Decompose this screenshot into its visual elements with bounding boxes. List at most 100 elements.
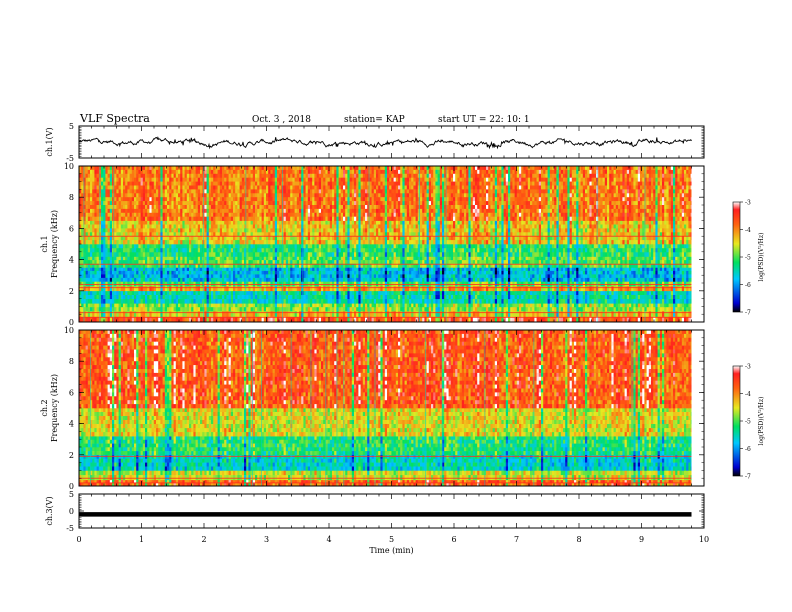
spectrogram-cell: [365, 248, 368, 253]
spectrogram-cell: [158, 299, 161, 304]
spectrogram-cell: [680, 257, 683, 261]
spectrogram-cell: [543, 278, 546, 282]
spectrogram-cell: [666, 303, 669, 307]
spectrogram-cell: [264, 248, 267, 253]
spectrogram-cell: [119, 260, 122, 264]
spectrogram-cell: [651, 257, 654, 261]
spectrogram-cell: [290, 248, 293, 253]
spectrogram-cell: [431, 303, 434, 307]
spectrogram-cell: [462, 307, 465, 311]
spectrogram-cell: [372, 267, 375, 271]
spectrogram-cell: [416, 274, 419, 278]
spectrogram-cell: [169, 286, 172, 291]
spectrogram-cell: [682, 299, 685, 304]
spectrogram-cell: [310, 307, 313, 311]
spectrogram-cell: [138, 257, 141, 261]
spectrogram-cell: [394, 274, 397, 278]
spectrogram-cell: [262, 295, 265, 300]
spectrogram-cell: [530, 295, 533, 300]
spectrogram-cell: [323, 278, 326, 282]
spectrogram-cell: [691, 257, 692, 261]
spectrogram-cell: [609, 281, 612, 286]
spectrogram-cell: [526, 271, 529, 275]
spectrogram-cell: [149, 299, 152, 304]
spectrogram-cell: [376, 295, 379, 300]
spectrogram-cell: [240, 260, 243, 264]
spectrogram-cell: [565, 267, 568, 271]
spectrogram-cell: [521, 248, 524, 253]
spectrogram-cell: [655, 303, 658, 307]
spectrogram-cell: [101, 303, 104, 307]
spectrogram-cell: [213, 271, 216, 275]
spectrogram-cell: [438, 257, 441, 261]
spectrogram-cell: [187, 303, 190, 307]
spectrogram-cell: [638, 260, 641, 264]
spectrogram-cell: [198, 248, 201, 253]
spectrogram-cell: [306, 311, 309, 317]
spectrogram-cell: [541, 257, 544, 261]
spectrogram-cell: [189, 281, 192, 286]
spectrogram-cell: [361, 295, 364, 300]
spectrogram-cell: [127, 274, 129, 278]
spectrogram-cell: [473, 260, 476, 264]
spectrogram-cell: [306, 260, 309, 264]
spectrogram-cell: [605, 274, 608, 278]
spectrogram-cell: [306, 307, 309, 311]
spectrogram-cell: [180, 295, 183, 300]
spectrogram-cell: [284, 303, 287, 307]
spectrogram-cell: [372, 311, 375, 317]
spectrogram-cell: [110, 271, 113, 275]
spectrogram-cell: [545, 260, 548, 264]
spectrogram-cell: [279, 311, 282, 317]
spectrogram-cell: [420, 257, 423, 261]
spectrogram-cell: [136, 303, 139, 307]
spectrogram-cell: [196, 307, 199, 311]
spectrogram-cell: [240, 248, 243, 253]
spectrogram-cell: [171, 295, 174, 300]
spectrogram-cell: [550, 311, 553, 317]
spectrogram-cell: [686, 260, 689, 264]
spectrogram-cell: [332, 257, 335, 261]
spectrogram-cell: [642, 281, 645, 286]
spectrogram-cell: [380, 271, 383, 275]
spectrogram-cell: [517, 248, 520, 253]
spectrogram-cell: [339, 286, 342, 291]
spectrogram-cell: [638, 278, 641, 282]
spectrogram-cell: [105, 291, 108, 296]
spectrogram-cell: [222, 307, 225, 311]
spectrogram-cell: [598, 278, 601, 282]
spectrogram-cell: [398, 291, 401, 296]
spectrogram-cell: [622, 248, 625, 253]
spectrogram-cell: [680, 271, 683, 275]
spectrogram-cell: [528, 271, 531, 275]
spectrogram-cell: [455, 244, 458, 249]
spectrogram-cell: [684, 281, 687, 286]
spectrogram-cell: [246, 291, 249, 296]
spectrogram-cell: [545, 307, 548, 311]
spectrogram-cell: [240, 286, 243, 291]
spectrogram-cell: [413, 244, 416, 249]
spectrogram-cell: [453, 271, 456, 275]
spectrogram-cell: [574, 244, 577, 249]
spectrogram-cell: [449, 271, 452, 275]
spectrogram-cell: [295, 295, 298, 300]
spectrogram-cell: [506, 267, 509, 271]
spectrogram-cell: [123, 291, 126, 296]
spectrogram-cell: [662, 281, 665, 286]
spectrogram-cell: [453, 291, 456, 296]
spectrogram-cell: [200, 244, 203, 249]
spectrogram-cell: [677, 271, 680, 275]
spectrogram-cell: [433, 281, 436, 286]
spectrogram-cell: [523, 278, 526, 282]
spectrogram-cell: [292, 286, 295, 291]
spectrogram-cell: [666, 274, 669, 278]
spectrogram-cell: [427, 267, 430, 271]
spectrogram-cell: [127, 281, 129, 286]
spectrogram-cell: [475, 281, 478, 286]
spectrogram-cell: [669, 260, 672, 264]
spectrogram-cell: [154, 278, 157, 282]
spectrogram-cell: [688, 311, 691, 317]
spectrogram-cell: [622, 267, 625, 271]
spectrogram-cell: [134, 299, 137, 304]
spectrogram-cell: [477, 260, 480, 264]
